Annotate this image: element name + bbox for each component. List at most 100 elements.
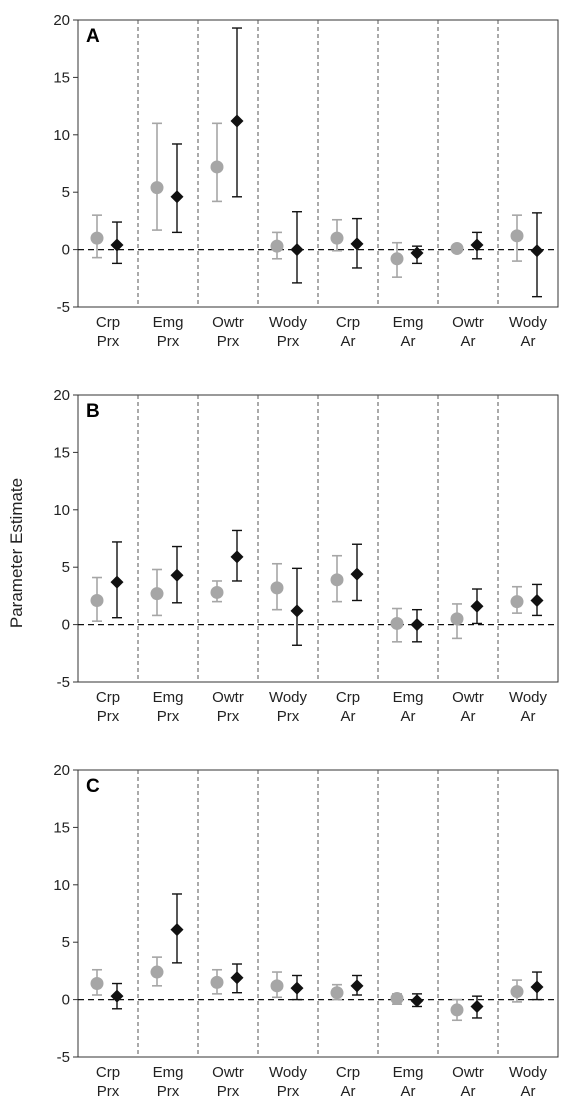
category-label: Prx xyxy=(157,708,180,725)
category-label: Crp xyxy=(96,689,120,706)
series-1 xyxy=(90,554,524,643)
y-tick-label: 0 xyxy=(62,992,70,1009)
data-point xyxy=(290,604,304,618)
data-point xyxy=(330,573,344,587)
category-label: Wody xyxy=(509,689,548,706)
series-2 xyxy=(110,893,544,1019)
data-point xyxy=(530,980,544,994)
data-point xyxy=(270,979,284,993)
category-label: Prx xyxy=(97,708,120,725)
category-label: Ar xyxy=(341,1083,356,1100)
category-label: Crp xyxy=(336,314,360,331)
category-label: Ar xyxy=(521,1083,536,1100)
category-label: Ar xyxy=(461,333,476,350)
category-label: Prx xyxy=(217,708,240,725)
category-label: Owtr xyxy=(212,1064,244,1081)
series-2 xyxy=(110,529,544,646)
y-axis-title: Parameter Estimate xyxy=(7,478,26,628)
data-point xyxy=(450,612,464,626)
category-label: Ar xyxy=(401,1083,416,1100)
data-point xyxy=(410,618,424,632)
data-point xyxy=(330,231,344,245)
category-label: Prx xyxy=(217,1083,240,1100)
y-tick-label: 20 xyxy=(53,387,70,404)
category-label: Emg xyxy=(153,1064,184,1081)
y-tick-label: -5 xyxy=(57,299,70,316)
category-label: Wody xyxy=(269,689,308,706)
category-label: Ar xyxy=(341,333,356,350)
data-point xyxy=(230,550,244,564)
data-point xyxy=(410,246,424,260)
y-tick-label: 15 xyxy=(53,444,70,461)
y-tick-label: 20 xyxy=(53,762,70,779)
y-tick-label: 10 xyxy=(53,127,70,144)
data-point xyxy=(90,593,104,607)
y-tick-label: 5 xyxy=(62,559,70,576)
data-point xyxy=(470,599,484,613)
data-point xyxy=(270,239,284,253)
data-point xyxy=(230,971,244,985)
data-point xyxy=(410,994,424,1008)
data-point xyxy=(150,587,164,601)
data-point xyxy=(290,243,304,257)
data-point xyxy=(110,989,124,1003)
category-label: Owtr xyxy=(452,314,484,331)
data-point xyxy=(510,985,524,999)
y-tick-label: 15 xyxy=(53,819,70,836)
series-1 xyxy=(90,122,524,278)
y-tick-label: 15 xyxy=(53,69,70,86)
y-tick-label: -5 xyxy=(57,674,70,691)
data-point xyxy=(270,581,284,595)
data-point xyxy=(470,238,484,252)
category-label: Ar xyxy=(521,708,536,725)
category-label: Emg xyxy=(393,314,424,331)
category-label: Ar xyxy=(461,1083,476,1100)
y-tick-label: 10 xyxy=(53,877,70,894)
category-label: Owtr xyxy=(452,1064,484,1081)
category-label: Prx xyxy=(277,333,300,350)
category-label: Prx xyxy=(277,708,300,725)
data-point xyxy=(230,114,244,128)
data-point xyxy=(290,981,304,995)
panel-label: B xyxy=(86,401,100,422)
category-label: Emg xyxy=(393,1064,424,1081)
y-tick-label: 10 xyxy=(53,502,70,519)
data-point xyxy=(510,595,524,609)
category-label: Wody xyxy=(269,1064,308,1081)
data-point xyxy=(90,977,104,991)
category-label: Emg xyxy=(153,314,184,331)
data-point xyxy=(350,567,364,581)
data-point xyxy=(90,231,104,245)
data-point xyxy=(510,229,524,243)
y-tick-label: 0 xyxy=(62,617,70,634)
panel-label: C xyxy=(86,776,100,797)
data-point xyxy=(390,616,404,630)
panel-a: -5 0 5 10 15 20 Crp Prx Emg Prx Owtr Prx Wody Prx Crp A… xyxy=(53,12,559,350)
data-point xyxy=(470,999,484,1013)
category-label: Emg xyxy=(393,689,424,706)
panel-b: -5 0 5 10 15 20 Crp Prx Emg Prx Owtr Prx Wody Prx Crp A… xyxy=(53,387,559,725)
panel-c: -5 0 5 10 15 20 Crp Prx Emg Prx Owtr Prx Wody Prx Crp A… xyxy=(53,762,559,1100)
data-point xyxy=(390,252,404,266)
data-point xyxy=(390,991,404,1005)
data-point xyxy=(450,241,464,255)
data-point xyxy=(350,979,364,993)
data-point xyxy=(210,585,224,599)
category-label: Crp xyxy=(336,689,360,706)
category-label: Owtr xyxy=(212,314,244,331)
category-label: Prx xyxy=(97,1083,120,1100)
data-point xyxy=(150,965,164,979)
category-label: Prx xyxy=(157,1083,180,1100)
data-point xyxy=(170,190,184,204)
category-label: Ar xyxy=(341,708,356,725)
y-tick-label: -5 xyxy=(57,1049,70,1066)
category-label: Prx xyxy=(157,333,180,350)
y-tick-label: 5 xyxy=(62,184,70,201)
data-point xyxy=(330,986,344,1000)
data-point xyxy=(210,975,224,989)
category-label: Ar xyxy=(461,708,476,725)
y-tick-label: 0 xyxy=(62,242,70,259)
data-point xyxy=(530,244,544,258)
category-label: Prx xyxy=(97,333,120,350)
category-label: Ar xyxy=(401,333,416,350)
